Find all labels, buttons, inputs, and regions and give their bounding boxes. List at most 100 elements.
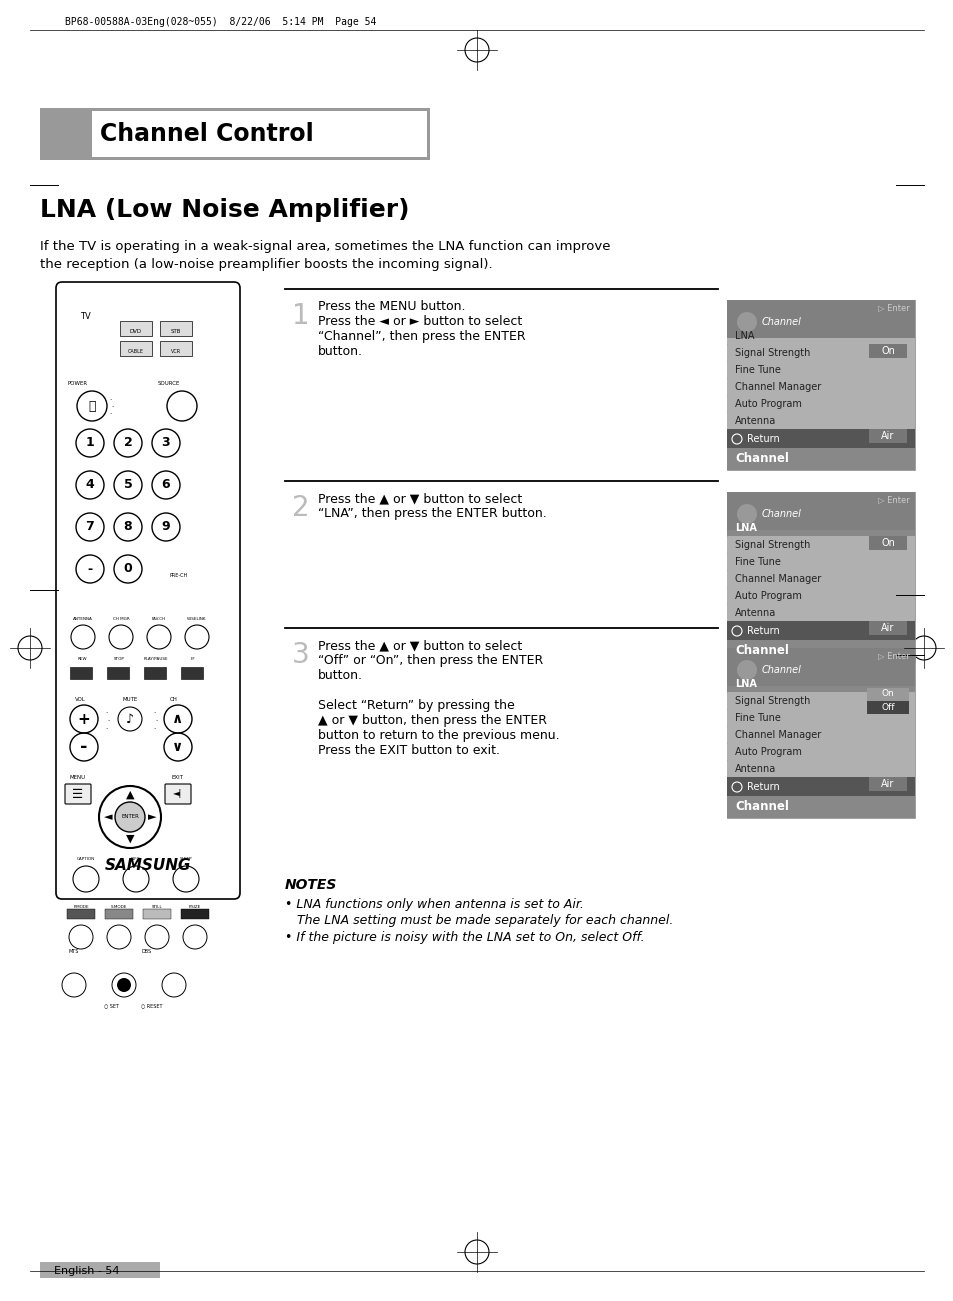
Text: STILL: STILL	[152, 905, 162, 909]
Bar	[868, 343, 906, 358]
Text: Channel: Channel	[734, 453, 788, 466]
Bar	[726, 588, 914, 604]
Text: Fine Tune: Fine Tune	[734, 713, 781, 723]
Text: STB: STB	[171, 329, 181, 334]
Text: FF: FF	[191, 657, 195, 661]
Bar	[726, 429, 914, 448]
Text: ○ RESET: ○ RESET	[141, 1003, 163, 1008]
FancyBboxPatch shape	[56, 282, 240, 899]
Text: ∨: ∨	[172, 740, 183, 755]
Bar	[726, 640, 914, 662]
Text: Air: Air	[881, 431, 894, 441]
Text: Antenna: Antenna	[734, 416, 776, 425]
Text: Antenna: Antenna	[734, 608, 776, 618]
Text: P.MODE: P.MODE	[73, 905, 89, 909]
Text: Antenna: Antenna	[734, 764, 776, 774]
Bar	[144, 667, 166, 679]
Bar	[181, 909, 209, 919]
Bar	[726, 693, 914, 709]
Text: SOURCE: SOURCE	[158, 381, 180, 386]
Bar	[868, 777, 906, 791]
Text: Auto Program: Auto Program	[734, 399, 801, 409]
Bar	[726, 492, 914, 662]
Text: .: .	[152, 708, 155, 714]
Text: ▷ Enter: ▷ Enter	[878, 496, 909, 505]
Text: Channel Control: Channel Control	[100, 122, 314, 146]
Text: “LNA”, then press the ENTER button.: “LNA”, then press the ENTER button.	[317, 507, 546, 520]
Text: .: .	[109, 409, 111, 415]
Bar	[868, 429, 906, 444]
Text: LNA: LNA	[734, 330, 754, 341]
Text: CH MGR: CH MGR	[112, 617, 130, 621]
Bar	[726, 412, 914, 429]
Text: .: .	[152, 723, 155, 730]
Text: VOL: VOL	[74, 697, 86, 703]
Text: .: .	[105, 723, 107, 730]
Text: Auto Program: Auto Program	[734, 747, 801, 757]
Text: ENTER: ENTER	[121, 814, 139, 820]
Circle shape	[112, 973, 136, 997]
Text: .: .	[154, 716, 157, 722]
Text: LNA: LNA	[734, 679, 756, 690]
Text: .: .	[109, 396, 111, 401]
Text: INFO: INFO	[131, 857, 141, 861]
Text: ◄|: ◄|	[173, 790, 182, 799]
Bar	[868, 536, 906, 550]
Text: The LNA setting must be made separately for each channel.: The LNA setting must be made separately …	[285, 915, 673, 928]
Text: On: On	[881, 346, 894, 356]
FancyBboxPatch shape	[65, 785, 91, 804]
Circle shape	[737, 312, 757, 332]
Text: MUTE: MUTE	[122, 697, 137, 703]
Text: EXIT: EXIT	[172, 775, 184, 781]
Text: VCR: VCR	[171, 349, 181, 354]
Text: +: +	[77, 712, 91, 726]
Bar	[726, 777, 914, 796]
Text: 8: 8	[124, 520, 132, 533]
Text: button.: button.	[317, 345, 363, 358]
Bar	[868, 621, 906, 635]
Bar	[40, 1262, 160, 1278]
Text: STOP: STOP	[113, 657, 124, 661]
Text: -: -	[80, 738, 88, 756]
Bar	[726, 396, 914, 412]
Text: ☰: ☰	[72, 787, 84, 800]
Text: 4: 4	[86, 479, 94, 492]
Text: -: -	[88, 562, 92, 575]
Text: Channel Manager: Channel Manager	[734, 382, 821, 392]
Text: “Channel”, then press the ENTER: “Channel”, then press the ENTER	[317, 330, 525, 343]
Text: • LNA functions only when antenna is set to Air.: • LNA functions only when antenna is set…	[285, 898, 583, 911]
Bar	[726, 328, 914, 343]
Bar	[726, 492, 914, 530]
Text: Channel Manager: Channel Manager	[734, 730, 821, 740]
Text: 1: 1	[86, 437, 94, 450]
Text: Air: Air	[881, 623, 894, 634]
Circle shape	[115, 801, 145, 833]
Bar	[726, 301, 914, 470]
Text: “Off” or “On”, then press the ENTER: “Off” or “On”, then press the ENTER	[317, 654, 542, 667]
Bar	[726, 301, 914, 338]
Text: Press the ▲ or ▼ button to select: Press the ▲ or ▼ button to select	[317, 492, 521, 505]
Bar	[40, 108, 430, 160]
Text: Fine Tune: Fine Tune	[734, 366, 781, 375]
Text: ANTENNA: ANTENNA	[73, 617, 92, 621]
Text: the reception (a low-noise preamplifier boosts the incoming signal).: the reception (a low-noise preamplifier …	[40, 258, 492, 271]
Bar	[866, 701, 908, 714]
Text: Signal Strength: Signal Strength	[734, 540, 809, 550]
Bar	[160, 341, 192, 356]
Bar	[726, 648, 914, 686]
Bar	[160, 321, 192, 336]
Text: • If the picture is noisy with the LNA set to On, select Off.: • If the picture is noisy with the LNA s…	[285, 932, 644, 945]
Text: ◄: ◄	[104, 812, 112, 822]
Bar	[726, 710, 914, 726]
Bar	[726, 744, 914, 760]
Bar	[726, 571, 914, 587]
Bar	[726, 761, 914, 777]
Text: SLEEP: SLEEP	[179, 857, 193, 861]
Bar	[726, 379, 914, 396]
Text: Channel Manager: Channel Manager	[734, 574, 821, 584]
Bar	[726, 345, 914, 360]
Bar	[726, 621, 914, 640]
Circle shape	[117, 978, 131, 991]
Text: P.SIZE: P.SIZE	[189, 905, 201, 909]
Text: ∧: ∧	[172, 712, 183, 726]
